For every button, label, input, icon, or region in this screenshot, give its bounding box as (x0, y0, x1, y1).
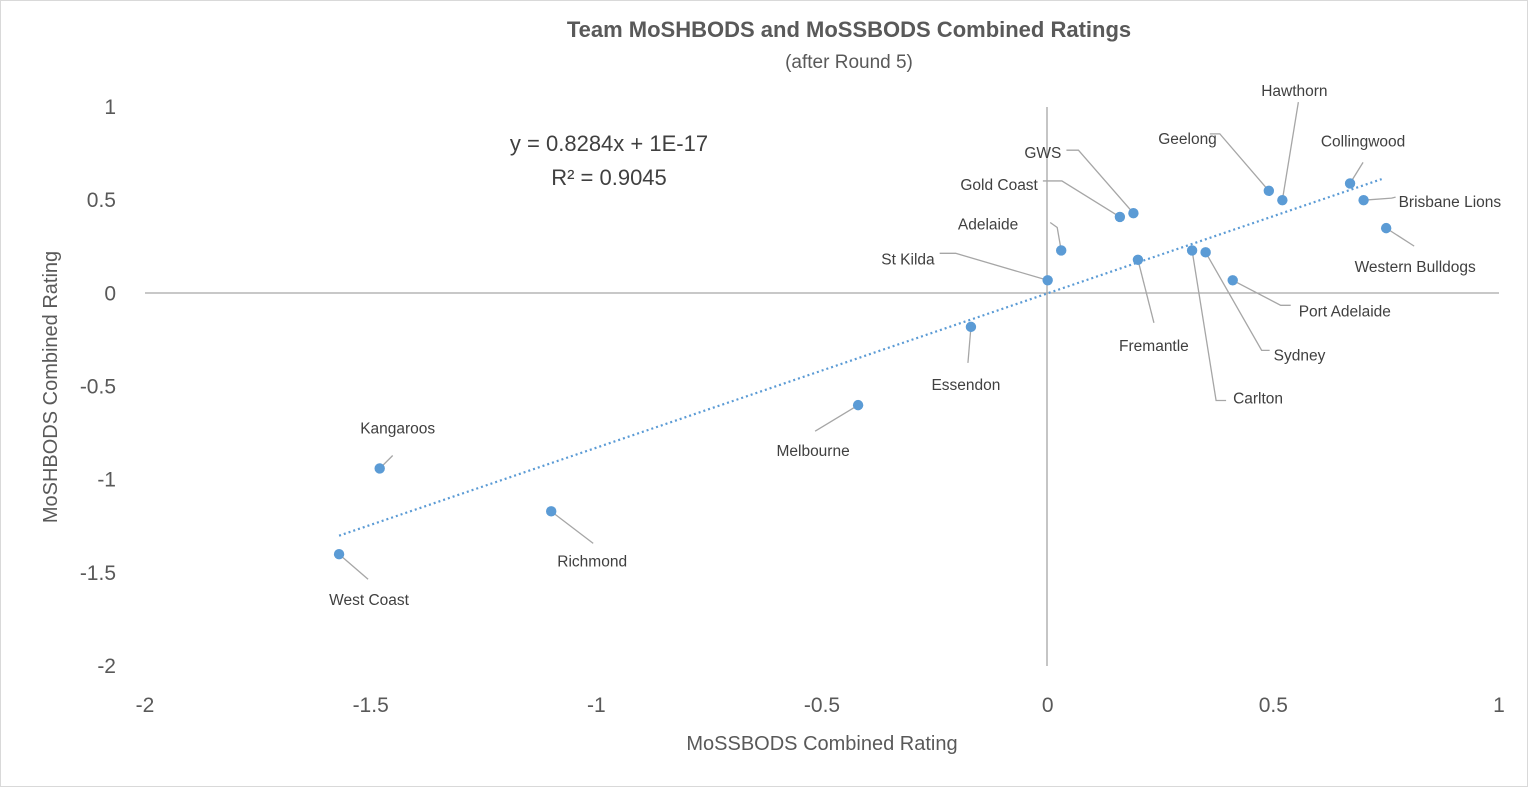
point-label-kangaroos: Kangaroos (360, 420, 435, 437)
data-point-richmond (546, 506, 557, 517)
data-point-adelaide (1056, 245, 1067, 256)
point-label-gws: GWS (1024, 145, 1061, 162)
leader-line-st-kilda (939, 252, 1048, 281)
data-point-essendon (965, 321, 977, 333)
leader-line-west-coast (338, 553, 369, 580)
point-label-melbourne: Melbourne (776, 443, 849, 460)
leader-line-port-adelaide (1232, 279, 1291, 306)
point-label-gold-coast: Gold Coast (960, 177, 1038, 194)
leader-line-melbourne (814, 404, 859, 432)
data-point-port-adelaide (1227, 275, 1238, 286)
leader-line-sydney (1205, 252, 1270, 351)
data-point-kangaroos (374, 463, 385, 474)
point-label-port-adelaide: Port Adelaide (1299, 303, 1391, 320)
x-tick-label: 0.5 (1259, 694, 1288, 717)
point-label-hawthorn: Hawthorn (1261, 83, 1327, 100)
y-tick-label: 1 (104, 96, 116, 119)
data-points (333, 178, 1392, 560)
data-point-melbourne (852, 399, 864, 411)
point-label-carlton: Carlton (1233, 390, 1283, 407)
x-tick-label: -1 (587, 694, 606, 717)
data-point-gws (1128, 208, 1139, 219)
y-tick-label: -2 (97, 655, 116, 678)
leader-line-richmond (550, 510, 594, 544)
leader-line-adelaide (1049, 221, 1062, 251)
point-label-essendon: Essendon (931, 377, 1000, 394)
leader-line-carlton (1191, 250, 1227, 402)
point-label-st-kilda: St Kilda (881, 251, 935, 268)
data-point-sydney (1200, 247, 1211, 258)
data-point-hawthorn (1277, 194, 1288, 206)
chart-subtitle: (after Round 5) (785, 52, 913, 73)
point-label-collingwood: Collingwood (1321, 133, 1405, 150)
point-label-geelong: Geelong (1158, 131, 1217, 148)
y-tick-label: 0.5 (87, 189, 116, 212)
point-label-west-coast: West Coast (329, 592, 410, 609)
x-tick-label: 1 (1493, 694, 1505, 717)
x-axis-title: MoSSBODS Combined Rating (686, 733, 957, 755)
leader-line-gws (1066, 149, 1134, 214)
trendline-r-squared: R² = 0.9045 (551, 165, 667, 190)
data-point-carlton (1186, 245, 1198, 256)
data-point-western-bulldogs (1380, 222, 1392, 234)
y-tick-labels: 1 0.5 0 -0.5 -1 -1.5 -2 (80, 96, 116, 678)
leader-line-hawthorn (1281, 102, 1300, 201)
data-point-geelong (1263, 185, 1275, 197)
y-axis-title: MoSHBODS Combined Rating (40, 251, 62, 523)
leader-line-brisbane-lions (1363, 196, 1396, 201)
point-label-richmond: Richmond (557, 553, 627, 570)
point-label-adelaide: Adelaide (958, 216, 1018, 233)
leader-line-western-bulldogs (1385, 227, 1415, 247)
point-label-fremantle: Fremantle (1119, 338, 1189, 355)
y-tick-label: -0.5 (80, 376, 116, 399)
data-point-gold-coast (1114, 211, 1126, 223)
y-tick-label: 0 (104, 282, 116, 305)
trendline (338, 178, 1383, 537)
data-point-fremantle (1132, 254, 1144, 265)
data-point-collingwood (1344, 178, 1356, 189)
leader-line-geelong (1209, 133, 1270, 192)
x-tick-labels: -2 -1.5 -1 -0.5 0 0.5 1 (136, 694, 1505, 717)
x-tick-label: -0.5 (804, 694, 840, 717)
point-label-western-bulldogs: Western Bulldogs (1355, 259, 1476, 276)
data-point-st-kilda (1042, 275, 1053, 286)
trendline-equation: y = 0.8284x + 1E-17 (510, 131, 708, 156)
label-leader-lines (338, 102, 1415, 580)
x-tick-label: 0 (1042, 694, 1054, 717)
leader-line-gold-coast (1042, 180, 1121, 218)
chart-title: Team MoSHBODS and MoSSBODS Combined Rati… (567, 17, 1131, 42)
leader-line-fremantle (1137, 259, 1155, 323)
x-tick-label: -1.5 (353, 694, 389, 717)
point-label-sydney: Sydney (1274, 347, 1326, 364)
x-tick-label: -2 (136, 694, 155, 717)
data-point-brisbane-lions (1358, 194, 1369, 206)
point-labels: Kangaroos West Coast Richmond Melbourne Esse… (329, 83, 1501, 609)
leader-line-essendon (967, 326, 972, 363)
data-point-west-coast (333, 549, 345, 560)
y-tick-label: -1 (97, 469, 116, 492)
y-tick-label: -1.5 (80, 562, 116, 585)
point-label-brisbane-lions: Brisbane Lions (1399, 194, 1502, 211)
